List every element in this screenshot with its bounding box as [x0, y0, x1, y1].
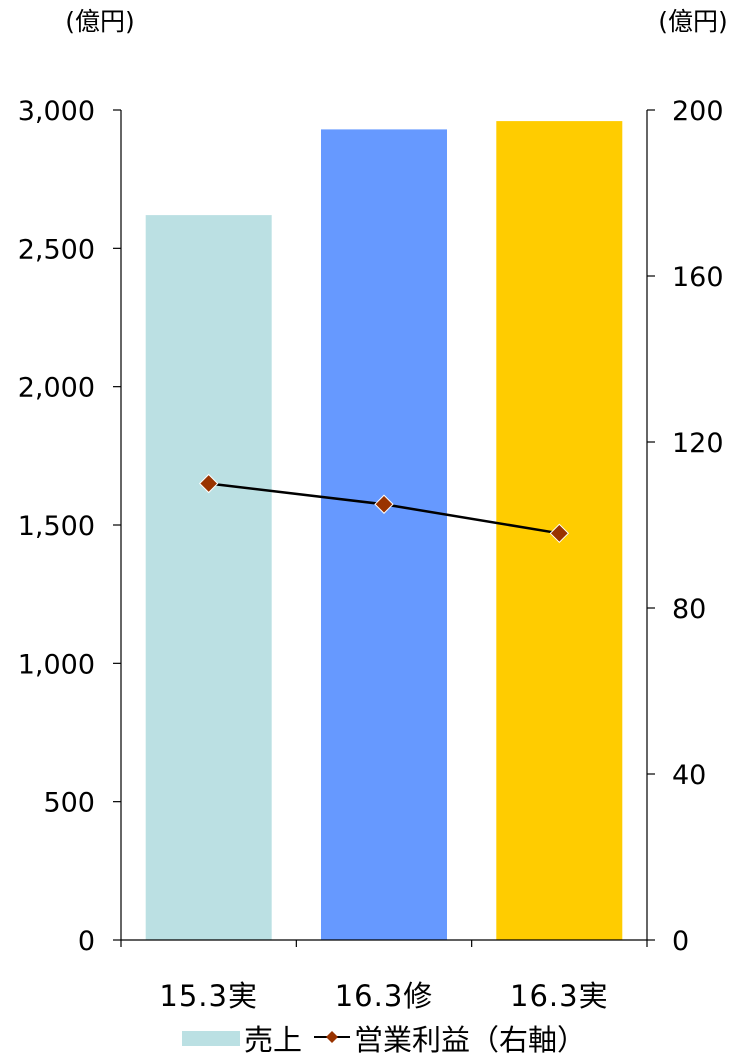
- operating-profit-marker: [198, 473, 219, 494]
- legend-diamond-marker-icon: [326, 1031, 338, 1043]
- legend-bar-label: 売上: [244, 1023, 302, 1057]
- right-axis-tick-label: 40: [672, 760, 706, 791]
- operating-profit-marker: [374, 494, 394, 514]
- left-axis-tick-label: 0: [78, 926, 95, 957]
- bar-1: [145, 215, 272, 941]
- x-axis-ticks: [120, 940, 648, 947]
- legend: 売上 営業利益（右軸）: [182, 1023, 586, 1057]
- legend-bar-swatch: [182, 1031, 240, 1046]
- x-axis-category-label: 16.3修: [335, 979, 434, 1013]
- right-axis-tick-label: 160: [672, 262, 724, 293]
- left-axis-tick-label: 500: [43, 788, 95, 819]
- right-axis-tick-label: 80: [672, 594, 706, 625]
- operating-profit-marker: [549, 523, 570, 544]
- right-axis-tick-label: 0: [672, 926, 689, 957]
- right-axis-tick-label: 200: [672, 96, 724, 127]
- left-axis-ticks: 0 500 1,000 1,500 2,000 2,500 3,000: [18, 96, 121, 957]
- left-axis-tick-label: 2,000: [18, 373, 95, 404]
- right-axis-tick-label: 120: [672, 428, 724, 459]
- x-axis-category-label: 15.3実: [159, 979, 258, 1013]
- line-series-layer: [198, 473, 570, 544]
- left-axis-tick-label: 2,500: [18, 234, 95, 265]
- legend-line-label: 営業利益（右軸）: [354, 1023, 586, 1057]
- bars-layer: [145, 121, 623, 941]
- right-axis-ticks: 0 40 80 120 160 200: [647, 96, 724, 957]
- left-axis-tick-label: 1,000: [18, 649, 95, 680]
- bar-2: [321, 129, 447, 940]
- left-axis-tick-label: 1,500: [18, 511, 95, 542]
- left-axis-unit-label: (億円): [65, 7, 135, 36]
- x-axis-category-labels: 15.3実 16.3修 16.3実: [159, 979, 609, 1013]
- x-axis-category-label: 16.3実: [510, 979, 609, 1013]
- right-axis-unit-label: (億円): [658, 7, 728, 36]
- left-axis-tick-label: 3,000: [18, 96, 95, 127]
